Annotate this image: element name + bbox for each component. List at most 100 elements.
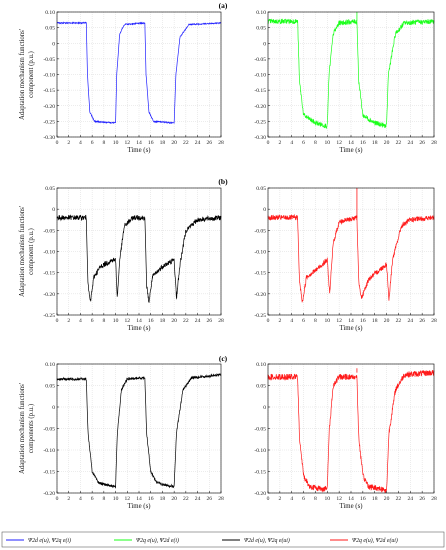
y-tick-label: -0.20 <box>43 292 55 298</box>
y-axis-label: Adaptation mechanism functions' component… <box>19 206 35 297</box>
y-tick-label: -0.10 <box>43 250 55 256</box>
x-tick-label: 14 <box>136 496 142 502</box>
x-tick-label: 2 <box>67 140 70 146</box>
y-tick-label: -0.25 <box>43 313 55 319</box>
y-tick-label: -0.10 <box>43 448 55 454</box>
y-tick-label: -0.15 <box>43 271 55 277</box>
subplot-c-left: 0 2 4 6 8 10 12 14 16 18 20 22 24 26 28-0.20-0.15-0.10… <box>19 362 224 510</box>
y-tick-label: 0 <box>52 41 55 47</box>
x-tick-label: 24 <box>407 318 413 324</box>
y-tick-label: 0 <box>263 207 266 213</box>
y-tick-label: -0.05 <box>43 57 55 63</box>
x-tick-label: 26 <box>206 496 212 502</box>
x-tick-label: 10 <box>324 140 330 146</box>
x-tick-label: 22 <box>183 140 189 146</box>
x-tick-label: 10 <box>113 140 119 146</box>
x-tick-label: 8 <box>102 140 105 146</box>
x-tick-label: 16 <box>360 140 366 146</box>
x-tick-label: 28 <box>431 318 437 324</box>
x-tick-label: 0 <box>267 140 270 146</box>
x-tick-label: 20 <box>171 496 177 502</box>
x-tick-label: 18 <box>372 318 378 324</box>
series-line <box>267 369 435 493</box>
x-tick-label: 28 <box>431 496 437 502</box>
x-tick-label: 14 <box>136 140 142 146</box>
x-tick-label: 12 <box>124 140 130 146</box>
x-tick-label: 10 <box>113 496 119 502</box>
y-tick-label: -0.05 <box>254 57 266 63</box>
x-tick-label: 4 <box>79 140 82 146</box>
subplot-a-left: 0 2 4 6 8 10 12 14 16 18 20 22 24 26 28-0.30-0.25-0.20… <box>19 10 224 154</box>
x-tick-label: 28 <box>218 140 224 146</box>
y-tick-label: -0.20 <box>254 292 266 298</box>
x-tick-label: 16 <box>360 496 366 502</box>
y-tick-label: -0.05 <box>254 228 266 234</box>
x-tick-label: 18 <box>160 140 166 146</box>
y-tick-label: -0.10 <box>254 73 266 79</box>
y-tick-label: -0.25 <box>43 119 55 125</box>
x-tick-label: 24 <box>195 318 201 324</box>
y-tick-label: -0.20 <box>254 104 266 110</box>
subplots: 0 2 4 6 8 10 12 14 16 18 20 22 24 26 28-0.30-0.25-0.20… <box>19 10 437 510</box>
x-tick-label: 12 <box>336 318 342 324</box>
x-tick-label: 26 <box>419 496 425 502</box>
x-tick-label: 28 <box>218 496 224 502</box>
series-line <box>56 373 222 489</box>
y-axis-label: Adaptation mechanism functions' component… <box>19 29 35 120</box>
y-tick-label: 0.10 <box>256 10 266 16</box>
subplot-b-left: 0 2 4 6 8 10 12 14 16 18 20 22 24 26 28-0.25-0.20-0.15… <box>19 186 224 332</box>
x-tick-label: 12 <box>124 496 130 502</box>
x-axis-label: Time (s) <box>340 325 363 332</box>
legend-label: Ψ2d e(u), Ψ2q e(i) <box>28 537 71 544</box>
x-tick-label: 22 <box>396 318 402 324</box>
x-tick-label: 0 <box>56 496 59 502</box>
y-tick-label: 0.05 <box>256 384 266 390</box>
x-tick-label: 22 <box>183 318 189 324</box>
y-tick-label: -0.15 <box>43 88 55 94</box>
x-tick-label: 14 <box>136 318 142 324</box>
x-tick-label: 8 <box>102 318 105 324</box>
x-tick-label: 12 <box>336 496 342 502</box>
y-axis-label: Adaptation mechanism functions' component… <box>19 383 35 474</box>
x-tick-label: 16 <box>360 318 366 324</box>
x-tick-label: 18 <box>160 496 166 502</box>
y-tick-label: 0 <box>52 405 55 411</box>
y-tick-label: -0.20 <box>43 491 55 497</box>
x-tick-label: 6 <box>302 318 305 324</box>
y-tick-label: 0.05 <box>45 384 55 390</box>
x-tick-label: 4 <box>290 496 293 502</box>
x-tick-label: 2 <box>67 496 70 502</box>
y-tick-label: -0.15 <box>254 470 266 476</box>
x-tick-label: 24 <box>195 140 201 146</box>
subplot-c-right: 0 2 4 6 8 10 12 14 16 18 20 22 24 26 28-0.20-0.15-0.10… <box>254 362 437 510</box>
x-tick-label: 26 <box>419 318 425 324</box>
x-tick-label: 22 <box>396 496 402 502</box>
subplot-a-right: 0 2 4 6 8 10 12 14 16 18 20 22 24 26 28-0.30-0.25-0.20… <box>254 10 437 154</box>
x-tick-label: 4 <box>79 496 82 502</box>
x-axis-label: Time (s) <box>340 503 363 510</box>
y-tick-label: 0.10 <box>45 10 55 16</box>
x-tick-label: 26 <box>206 140 212 146</box>
x-tick-label: 14 <box>348 140 354 146</box>
y-tick-label: -0.20 <box>43 104 55 110</box>
y-tick-label: -0.10 <box>43 73 55 79</box>
x-tick-label: 8 <box>102 496 105 502</box>
x-tick-label: 0 <box>56 318 59 324</box>
x-tick-label: 26 <box>419 140 425 146</box>
x-tick-label: 22 <box>183 496 189 502</box>
panel-label-a: (a) <box>219 1 228 10</box>
y-tick-label: -0.05 <box>254 427 266 433</box>
x-tick-label: 14 <box>348 318 354 324</box>
y-tick-label: -0.25 <box>254 313 266 319</box>
x-tick-label: 20 <box>384 318 390 324</box>
panel-label-b: (b) <box>218 177 228 186</box>
x-tick-label: 24 <box>407 496 413 502</box>
y-tick-label: 0 <box>263 41 266 47</box>
x-tick-label: 2 <box>67 318 70 324</box>
x-tick-label: 2 <box>278 496 281 502</box>
x-axis-label: Time (s) <box>128 503 151 510</box>
x-axis-label: Time (s) <box>340 147 363 154</box>
series-line <box>56 21 222 125</box>
x-tick-label: 2 <box>278 318 281 324</box>
legend: Ψ2d e(u), Ψ2q e(i) Ψ2q e(u), Ψ2d e(i) Ψ2d … <box>1 531 445 548</box>
